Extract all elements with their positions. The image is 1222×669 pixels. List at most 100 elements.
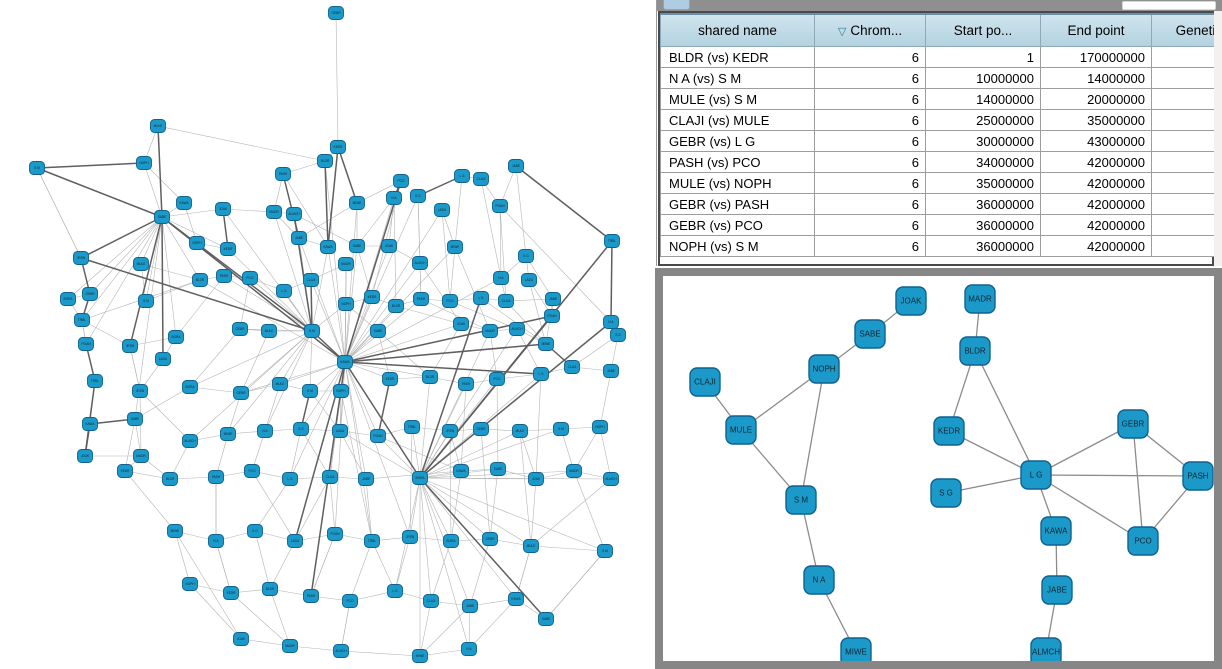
network-edge[interactable] — [161, 216, 201, 281]
network-edge[interactable] — [269, 540, 296, 590]
network-edge[interactable] — [311, 246, 329, 332]
network-edge[interactable] — [419, 477, 470, 650]
network-edge[interactable] — [430, 540, 452, 602]
network-edge[interactable] — [289, 361, 346, 480]
network-edge[interactable] — [340, 650, 421, 657]
network-node[interactable]: JOAK — [77, 449, 93, 463]
network-node[interactable]: LADU — [332, 424, 348, 438]
network-edge[interactable] — [449, 430, 452, 542]
network-edge[interactable] — [289, 645, 342, 652]
network-edge[interactable] — [189, 583, 242, 640]
network-edge[interactable] — [340, 600, 351, 652]
network-node[interactable]: N A — [603, 315, 619, 329]
network-edge[interactable] — [339, 430, 421, 479]
network-node[interactable]: S G — [247, 524, 263, 538]
network-edge[interactable] — [573, 426, 601, 472]
network-node[interactable]: L G — [473, 291, 489, 305]
network-edge[interactable] — [175, 275, 225, 338]
network-edge[interactable] — [344, 361, 367, 480]
network-edge[interactable] — [189, 328, 241, 388]
network-node[interactable]: PASH — [208, 470, 224, 484]
network-node[interactable]: KEDR — [330, 140, 346, 154]
network-node[interactable]: L G — [1020, 460, 1052, 490]
table-cell[interactable]: GEBR (vs) PASH — [660, 193, 815, 215]
network-edge[interactable] — [419, 328, 518, 479]
network-edge[interactable] — [80, 216, 163, 259]
network-edge[interactable] — [344, 361, 411, 538]
network-node[interactable]: S M — [553, 422, 569, 436]
network-edge[interactable] — [419, 605, 471, 657]
network-edge[interactable] — [227, 330, 313, 435]
network-node[interactable]: L G — [276, 284, 292, 298]
network-edge[interactable] — [419, 376, 431, 479]
table-cell[interactable]: 6 — [814, 172, 926, 194]
network-edge[interactable] — [515, 165, 527, 257]
network-edge[interactable] — [489, 468, 499, 540]
table-cell[interactable]: 35000000 — [925, 172, 1041, 194]
network-edge[interactable] — [450, 470, 462, 542]
network-edge[interactable] — [356, 245, 373, 298]
table-row[interactable]: GEBR (vs) PASH636000000420000008.9 — [660, 193, 1222, 215]
network-edge[interactable] — [298, 202, 358, 239]
table-cell[interactable]: 6 — [814, 151, 926, 173]
network-edge[interactable] — [419, 330, 491, 479]
network-node[interactable]: MIWE — [538, 337, 554, 351]
network-edge[interactable] — [1035, 474, 1144, 542]
network-edge[interactable] — [145, 216, 163, 302]
network-edge[interactable] — [419, 430, 521, 479]
table-cell[interactable]: 43000000 — [1040, 130, 1152, 152]
network-edge[interactable] — [419, 477, 491, 540]
network-edge[interactable] — [282, 173, 329, 248]
network-edge[interactable] — [189, 330, 313, 388]
network-edge[interactable] — [227, 248, 313, 332]
network-node[interactable]: SABE — [349, 239, 365, 253]
network-node[interactable]: BGRA — [182, 380, 198, 394]
network-edge[interactable] — [344, 245, 390, 363]
network-node[interactable]: JOAK — [233, 632, 249, 646]
network-node[interactable]: MULE — [150, 119, 166, 133]
network-edge[interactable] — [530, 478, 537, 547]
network-edge[interactable] — [324, 160, 346, 363]
network-edge[interactable] — [516, 328, 542, 375]
network-edge[interactable] — [344, 361, 379, 437]
network-node[interactable]: MULE — [512, 424, 528, 438]
network-edge[interactable] — [411, 426, 421, 479]
network-node[interactable]: S M — [304, 324, 320, 338]
network-node[interactable]: ALMCH — [182, 434, 198, 448]
horizontal-scrollbar[interactable] — [1122, 1, 1216, 10]
network-node[interactable]: N A — [803, 565, 835, 595]
table-cell[interactable]: 6 — [814, 235, 926, 257]
network-edge[interactable] — [199, 279, 346, 363]
network-node[interactable]: S G — [610, 328, 626, 342]
network-node[interactable]: PGAN — [327, 527, 343, 541]
network-node[interactable]: PGAN — [78, 337, 94, 351]
network-edge[interactable] — [279, 361, 346, 385]
network-edge[interactable] — [419, 477, 612, 480]
network-node[interactable]: JABE — [1041, 575, 1073, 605]
network-node[interactable]: S M — [785, 485, 817, 515]
network-node[interactable]: SABE — [490, 462, 506, 476]
network-edge[interactable] — [124, 470, 176, 532]
network-edge[interactable] — [344, 209, 443, 363]
network-node[interactable]: S M — [597, 544, 613, 558]
network-edge[interactable] — [344, 361, 542, 375]
network-node[interactable]: ALMCH — [412, 256, 428, 270]
column-header-1[interactable]: ▽ Chrom... — [814, 13, 926, 47]
network-node[interactable]: PCO — [393, 174, 409, 188]
network-edge[interactable] — [460, 383, 467, 472]
network-node[interactable]: JABE — [291, 231, 307, 245]
table-cell[interactable]: BLDR (vs) KEDR — [660, 46, 815, 68]
column-header-4[interactable]: Genetic... — [1151, 13, 1222, 47]
network-edge[interactable] — [337, 146, 358, 204]
network-node[interactable]: KEDR — [382, 372, 398, 386]
network-node[interactable]: ALMCH — [333, 644, 349, 658]
network-edge[interactable] — [420, 298, 491, 332]
network-node[interactable]: BGRA — [168, 330, 184, 344]
network-edge[interactable] — [230, 592, 291, 647]
network-node[interactable]: N A — [386, 191, 402, 205]
network-edge[interactable] — [269, 588, 291, 647]
network-edge[interactable] — [222, 208, 275, 213]
main-network-view[interactable]: GEBR MULE S M NOPH KEDR BLDR PASH PCO L G CLAJI JA… — [0, 0, 655, 669]
network-edge[interactable] — [344, 180, 402, 363]
network-edge[interactable] — [134, 386, 191, 420]
